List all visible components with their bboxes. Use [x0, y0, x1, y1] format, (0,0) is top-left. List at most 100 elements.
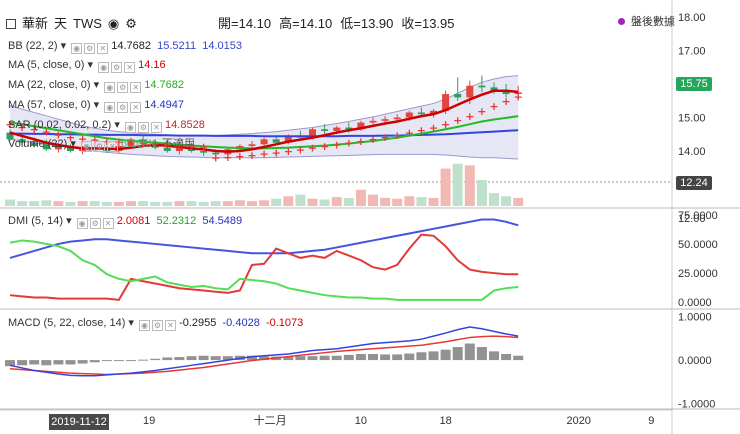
exchange: TWS — [73, 16, 102, 31]
sar-point: + — [247, 149, 256, 162]
macd-hist-bar — [404, 353, 415, 361]
close-icon[interactable]: ✕ — [150, 122, 162, 133]
sar-point: + — [17, 121, 26, 134]
macd-hist-bar — [464, 343, 475, 361]
sar-point: + — [477, 105, 486, 118]
sar-point: + — [151, 138, 160, 151]
bb-v3: 14.0153 — [202, 40, 242, 52]
ma22-v1: 14.7682 — [144, 79, 185, 91]
legend-macd[interactable]: MACD (5, 22, close, 14) ▾ ◉ ⚙ ✕ -0.2955 -0… — [8, 317, 304, 331]
volume-bar — [428, 197, 439, 206]
volume-bar — [283, 196, 294, 206]
sar-point: + — [429, 122, 438, 135]
close-icon[interactable]: ✕ — [97, 43, 109, 54]
sar-point: + — [138, 137, 147, 150]
collapse-icon[interactable] — [6, 19, 16, 29]
gear-icon[interactable]: ⚙ — [93, 141, 105, 152]
bb-v1: 14.7682 — [111, 40, 151, 52]
volume-bar — [368, 194, 378, 206]
close-icon[interactable]: ✕ — [124, 62, 136, 73]
sar-point: + — [187, 140, 196, 153]
sar-point: + — [126, 136, 135, 149]
close-icon[interactable]: ✕ — [130, 102, 142, 113]
macd-hist-bar — [476, 347, 487, 361]
interval[interactable]: 天 — [54, 16, 68, 31]
sar-point: + — [465, 110, 474, 123]
macd-tick-label: 0.0000 — [678, 355, 712, 367]
volume-bar — [222, 201, 233, 206]
gear-icon[interactable]: ⚙ — [137, 122, 149, 133]
gear-icon[interactable]: ⚙ — [89, 218, 101, 229]
gear-icon[interactable]: ⚙ — [152, 320, 164, 331]
volume-bar — [404, 196, 415, 206]
candle-body — [381, 119, 389, 121]
close-icon[interactable]: ✕ — [165, 320, 177, 331]
eye-icon[interactable]: ◉ — [104, 82, 116, 93]
eye-icon[interactable]: ◉ — [80, 141, 92, 152]
macd-hist-bar — [113, 360, 124, 362]
legend-ma57[interactable]: MA (57, close, 0) ▾ ◉ ⚙ ✕ 14.4947 — [8, 99, 185, 113]
sar-point: + — [501, 95, 510, 108]
legend-volume[interactable]: Volume (22) ▾ ◉ ⚙ ✕ 6.105K 不適用 — [8, 138, 196, 152]
macd-hist-bar — [77, 360, 88, 364]
eye-icon[interactable]: ◉ — [76, 218, 88, 229]
dmi-tick-label: 50.0000 — [678, 239, 718, 251]
volume-bar — [295, 194, 306, 206]
gear-icon[interactable]: ⚙ — [117, 102, 129, 113]
legend-bb[interactable]: BB (22, 2) ▾ ◉ ⚙ ✕ 14.7682 15.5211 14.0153 — [8, 40, 242, 54]
x-tick-label: 2020 — [566, 415, 590, 427]
volume-bar — [247, 201, 257, 206]
volume-bar — [476, 180, 487, 206]
eye-icon[interactable]: ◉ — [98, 62, 110, 73]
macd-hist-bar — [126, 360, 136, 362]
gear-icon[interactable]: ⚙ — [111, 62, 123, 73]
macd-hist-bar — [452, 347, 463, 361]
symbol-title[interactable]: 華新天 TWS ◉ ⚙ — [6, 13, 143, 32]
candle-body — [442, 94, 450, 111]
gear-icon[interactable]: ⚙ — [117, 82, 129, 93]
macd-hist-bar — [186, 356, 197, 361]
eye-icon[interactable]: ◉ — [104, 102, 116, 113]
legend-dmi[interactable]: DMI (5, 14) ▾ ◉ ⚙ ✕ 2.0081 52.2312 54.5489 — [8, 215, 243, 229]
close-icon[interactable]: ✕ — [102, 218, 114, 229]
candle-body — [212, 152, 220, 155]
gear-icon[interactable]: ⚙ — [84, 43, 96, 54]
sar-point: + — [235, 150, 244, 163]
macd-hist-bar — [355, 353, 366, 361]
candle-body — [430, 110, 437, 115]
volume-label: Volume (22) — [8, 138, 68, 150]
eye-icon[interactable]: ◉ — [139, 320, 151, 331]
open-value: 開=14.10 — [218, 16, 272, 31]
legend-ma22[interactable]: MA (22, close, 0) ▾ ◉ ⚙ ✕ 14.7682 — [8, 79, 185, 93]
macd-hist-bar — [440, 349, 451, 361]
eye-icon[interactable]: ◉ — [71, 43, 83, 54]
macd-hist-bar — [89, 360, 100, 363]
price-tick-label: 17.00 — [678, 46, 706, 58]
dmi-tick-label: 25.0000 — [678, 268, 718, 280]
close-icon[interactable]: ✕ — [106, 141, 118, 152]
eye-icon[interactable]: ◉ — [107, 16, 120, 31]
candle-body — [321, 129, 329, 131]
x-tick-label: 10 — [355, 415, 367, 427]
candle-body — [369, 120, 377, 123]
eye-icon[interactable]: ◉ — [124, 122, 136, 133]
bb-label: BB (22, 2) — [8, 40, 58, 52]
sar-point: + — [114, 136, 123, 149]
close-icon[interactable]: ✕ — [130, 82, 142, 93]
candle-body — [54, 145, 62, 150]
macd-line — [9, 326, 519, 377]
bb-v2: 15.5211 — [157, 40, 197, 52]
sar-label: SAR (0.02, 0.02, 0.2) — [8, 119, 112, 131]
after-hours-legend[interactable]: 盤後數據 — [618, 13, 675, 29]
volume-bar — [307, 198, 318, 206]
macd-hist-bar — [174, 357, 185, 361]
dmi-v3: 54.5489 — [202, 215, 243, 227]
legend-ma5[interactable]: MA (5, close, 0) ▾ ◉ ⚙ ✕ 14.16 — [8, 59, 166, 73]
volume-bar — [234, 200, 245, 206]
legend-sar[interactable]: SAR (0.02, 0.02, 0.2) ▾ ◉ ⚙ ✕ 14.8528 — [8, 119, 205, 133]
gear-icon[interactable]: ⚙ — [125, 16, 137, 31]
sar-point: + — [332, 138, 341, 151]
ma5-v1: 14.16 — [138, 59, 166, 71]
